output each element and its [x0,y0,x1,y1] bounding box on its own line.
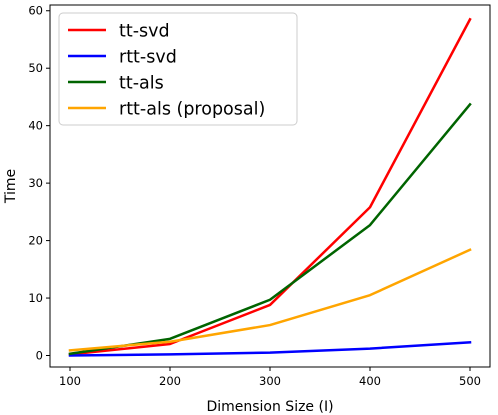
legend: tt-svd rtt-svd tt-als rtt-als (proposal) [58,12,298,126]
x-tick-label: 500 [459,374,481,388]
y-tick-label: 40 [28,119,43,133]
series-line-rtt-als-proposal [68,248,472,352]
x-tick-label: 400 [359,374,381,388]
y-tick-label: 0 [36,349,43,363]
series-layer [68,17,472,357]
legend-label: rtt-svd [119,48,177,68]
y-tick-label: 50 [28,61,43,75]
series-line-tt-svd [68,17,472,356]
y-tick-label: 20 [28,234,43,248]
series-line-rtt-svd [68,340,472,357]
y-axis-label: Time [3,169,19,204]
x-tick-label: 300 [259,374,281,388]
legend-label: tt-svd [119,22,170,42]
legend-box [58,12,298,126]
y-axis-ticks: 0 10 20 30 40 50 60 [28,4,50,363]
y-tick-label: 30 [28,176,43,190]
legend-label: rtt-als (proposal) [119,100,265,120]
series-line-tt-als [68,102,472,356]
y-tick-label: 60 [28,4,43,18]
x-tick-label: 100 [59,374,81,388]
x-axis-label: Dimension Size (I) [206,399,333,415]
x-axis-ticks: 100 200 300 400 500 [59,367,481,388]
x-tick-label: 200 [159,374,181,388]
legend-label: tt-als [119,74,164,94]
y-tick-label: 10 [28,291,43,305]
